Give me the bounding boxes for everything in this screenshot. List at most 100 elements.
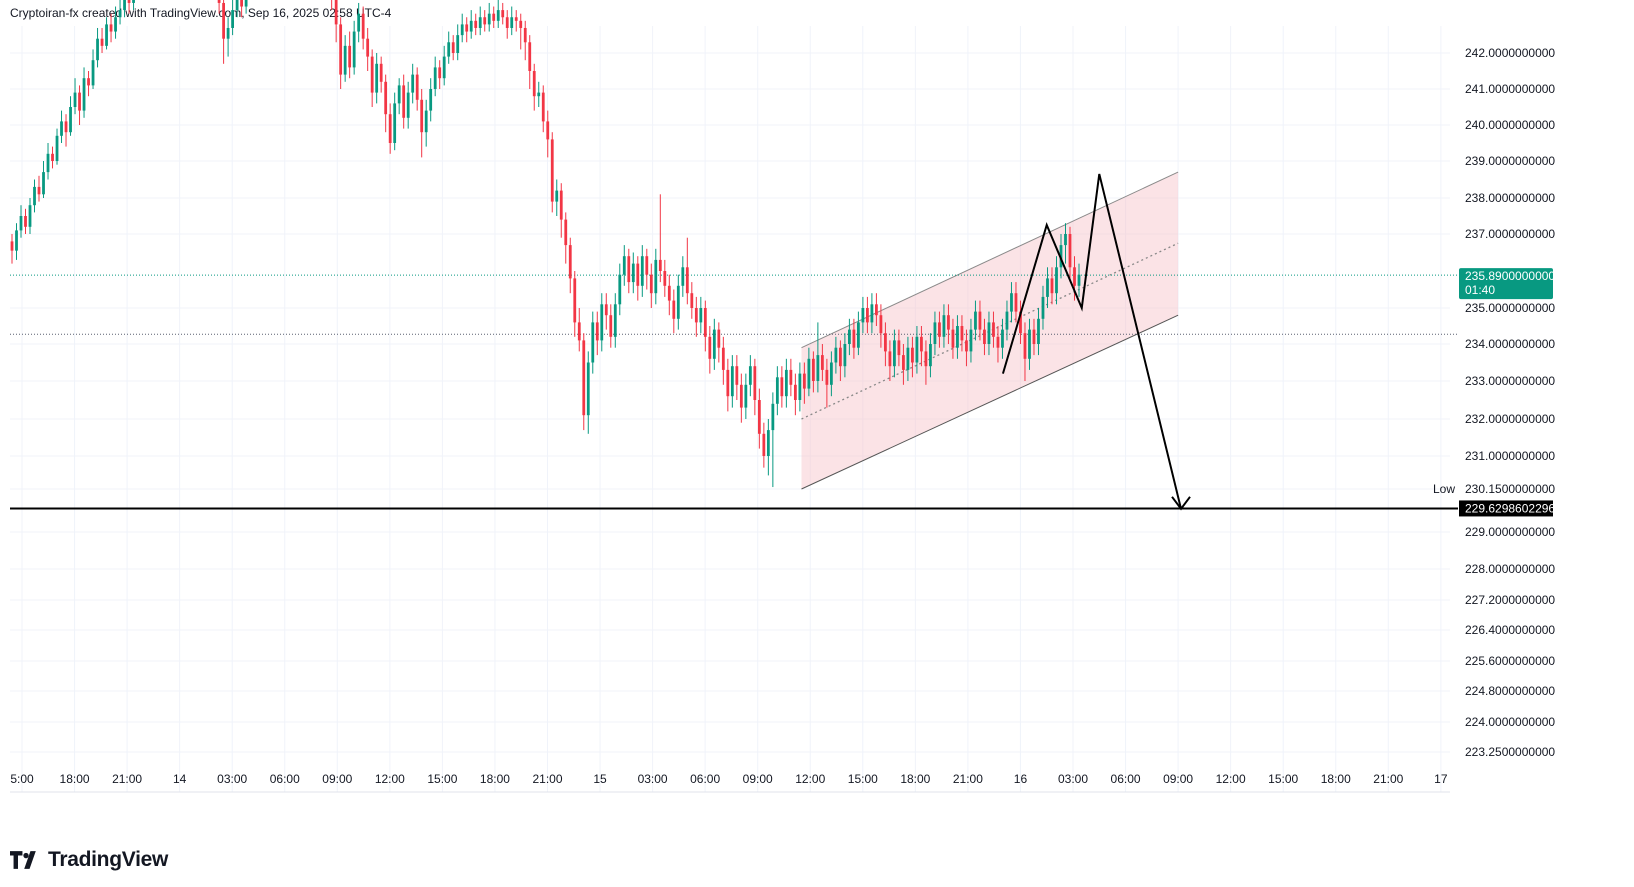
candle-body[interactable] — [505, 17, 509, 28]
candle-body[interactable] — [672, 300, 676, 319]
candle-body[interactable] — [528, 42, 532, 71]
candle-body[interactable] — [1014, 293, 1018, 312]
candle-body[interactable] — [564, 219, 568, 246]
candle-body[interactable] — [969, 329, 973, 352]
price-axis[interactable]: 242.0000000000 241.0000000000 240.00000000… — [1433, 46, 1555, 759]
candle-body[interactable] — [744, 384, 748, 408]
candle-body[interactable] — [685, 267, 689, 294]
candle-body[interactable] — [226, 27, 230, 39]
time-axis[interactable]: 5:00 18:00 21:00 14 03:00 06:00 09:00 12:00 15:0… — [10, 772, 1450, 793]
candle-body[interactable] — [1073, 267, 1076, 286]
candle-body[interactable] — [222, 2, 225, 39]
candle-body[interactable] — [109, 24, 113, 32]
candle-body[interactable] — [370, 56, 374, 93]
candle-body[interactable] — [217, 0, 221, 3]
candle-body[interactable] — [604, 304, 608, 316]
candle-body[interactable] — [717, 329, 721, 348]
candle-body[interactable] — [10, 241, 14, 251]
candle-body[interactable] — [429, 89, 433, 111]
candle-body[interactable] — [366, 38, 370, 57]
candle-body[interactable] — [753, 366, 757, 400]
candle-body[interactable] — [420, 99, 424, 133]
candle-body[interactable] — [96, 38, 99, 61]
candle-body[interactable] — [123, 0, 126, 11]
candle-body[interactable] — [974, 311, 977, 330]
candle-body[interactable] — [730, 366, 734, 397]
candle-body[interactable] — [780, 377, 784, 397]
candle-body[interactable] — [240, 0, 244, 7]
candle-body[interactable] — [339, 24, 343, 75]
candle-body[interactable] — [766, 430, 770, 456]
candle-body[interactable] — [843, 344, 847, 367]
candle-body[interactable] — [699, 308, 703, 323]
candle-body[interactable] — [1041, 296, 1045, 319]
candle-body[interactable] — [951, 329, 955, 348]
candle-body[interactable] — [487, 13, 491, 25]
candle-body[interactable] — [523, 27, 527, 43]
candle-body[interactable] — [1028, 329, 1031, 359]
candle-body[interactable] — [875, 304, 878, 316]
candle-body[interactable] — [852, 329, 856, 348]
candle-body[interactable] — [577, 322, 581, 341]
candle-body[interactable] — [357, 13, 361, 32]
candle-body[interactable] — [235, 0, 239, 11]
candle-body[interactable] — [492, 13, 496, 21]
candle-body[interactable] — [87, 78, 90, 86]
candle-body[interactable] — [915, 336, 919, 363]
candle-body[interactable] — [1001, 329, 1004, 348]
candle-body[interactable] — [834, 347, 838, 363]
candle-body[interactable] — [28, 205, 32, 227]
candle-body[interactable] — [726, 369, 730, 397]
candle-body[interactable] — [640, 256, 644, 286]
candle-body[interactable] — [1019, 311, 1022, 334]
candle-body[interactable] — [582, 340, 586, 416]
candle-body[interactable] — [460, 24, 464, 36]
candle-body[interactable] — [69, 107, 72, 133]
candle-body[interactable] — [924, 351, 928, 367]
candle-body[interactable] — [82, 78, 86, 111]
candle-body[interactable] — [60, 121, 63, 136]
candle-body[interactable] — [757, 400, 761, 434]
candle-body[interactable] — [474, 20, 478, 28]
candle-body[interactable] — [334, 0, 338, 25]
candle-body[interactable] — [375, 63, 379, 93]
candlestick-series[interactable] — [10, 0, 1081, 488]
candle-body[interactable] — [568, 245, 572, 279]
candle-body[interactable] — [438, 67, 442, 79]
candle-body[interactable] — [712, 329, 716, 359]
candle-body[interactable] — [825, 369, 829, 385]
candle-body[interactable] — [906, 347, 910, 370]
candle-body[interactable] — [78, 92, 81, 111]
candle-body[interactable] — [1059, 245, 1063, 268]
candle-body[interactable] — [244, 0, 248, 7]
candle-body[interactable] — [114, 17, 117, 32]
candle-body[interactable] — [537, 92, 541, 97]
candle-body[interactable] — [793, 384, 797, 400]
candle-body[interactable] — [100, 38, 104, 46]
candle-body[interactable] — [393, 103, 397, 143]
candle-body[interactable] — [352, 31, 356, 68]
candle-body[interactable] — [947, 315, 950, 330]
candle-body[interactable] — [51, 153, 54, 161]
candle-body[interactable] — [645, 256, 649, 275]
candle-body[interactable] — [1046, 278, 1049, 297]
candle-body[interactable] — [519, 20, 523, 28]
candle-body[interactable] — [586, 362, 590, 416]
candle-body[interactable] — [1037, 318, 1040, 344]
candle-body[interactable] — [847, 329, 851, 344]
candle-body[interactable] — [676, 285, 680, 319]
candle-body[interactable] — [983, 329, 986, 344]
candle-body[interactable] — [771, 403, 775, 431]
candle-body[interactable] — [681, 267, 685, 286]
candle-body[interactable] — [658, 259, 662, 271]
candle-body[interactable] — [132, 0, 135, 3]
candle-body[interactable] — [424, 110, 428, 133]
candle-body[interactable] — [636, 263, 640, 286]
candle-body[interactable] — [64, 121, 68, 133]
candle-body[interactable] — [37, 186, 41, 195]
candle-body[interactable] — [546, 121, 550, 140]
candle-body[interactable] — [965, 340, 968, 352]
candle-body[interactable] — [627, 256, 631, 283]
candle-body[interactable] — [388, 114, 392, 143]
candle-body[interactable] — [708, 336, 712, 359]
